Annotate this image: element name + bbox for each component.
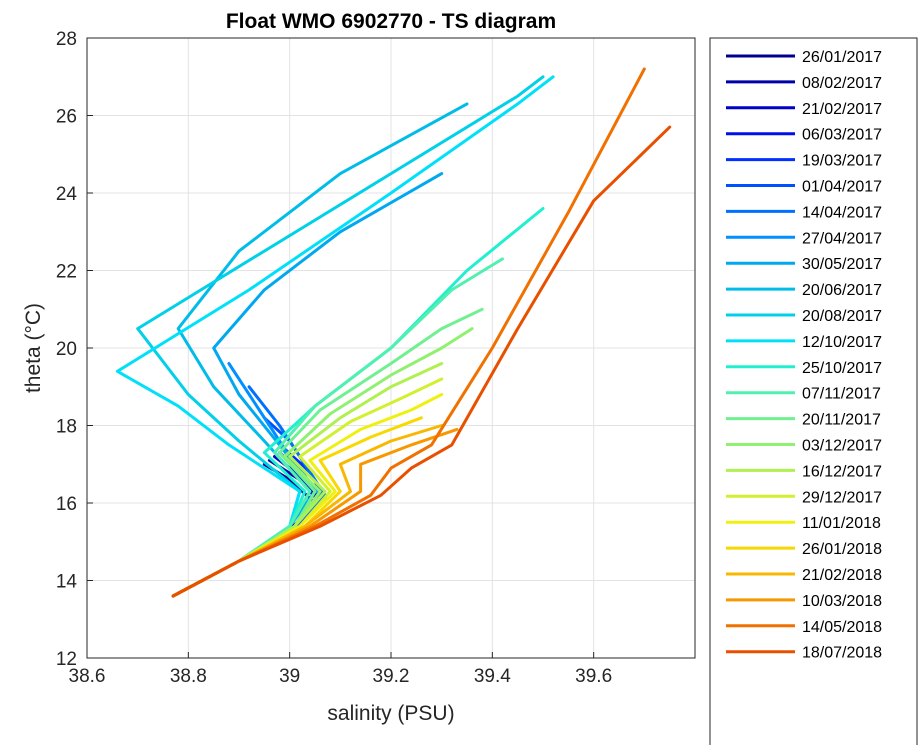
chart-title: Float WMO 6902770 - TS diagram <box>226 10 556 33</box>
legend-entry: 26/01/2017 <box>726 49 882 66</box>
legend-entry: 16/12/2017 <box>726 463 882 480</box>
legend-label: 26/01/2017 <box>802 49 882 66</box>
legend-entry: 30/05/2017 <box>726 256 882 273</box>
legend-entry: 07/11/2017 <box>726 386 881 403</box>
x-tick-label: 39.4 <box>474 666 511 687</box>
legend-entry: 29/12/2017 <box>726 489 882 506</box>
y-tick-label: 16 <box>56 494 77 515</box>
y-tick-label: 22 <box>56 262 77 283</box>
legend-label: 26/01/2018 <box>802 541 882 558</box>
legend-entry: 26/01/2018 <box>726 541 882 558</box>
y-tick-labels: 12 14 16 18 20 22 24 26 28 <box>56 29 78 670</box>
legend-label: 21/02/2018 <box>802 567 882 584</box>
legend-label: 11/01/2018 <box>802 515 881 532</box>
legend-entry: 19/03/2017 <box>726 153 882 170</box>
legend-label: 14/04/2017 <box>802 204 882 221</box>
legend-label: 12/10/2017 <box>802 334 882 351</box>
y-tick-label: 18 <box>56 417 77 438</box>
y-axis-title: theta (°C) <box>22 303 45 393</box>
legend-entry: 10/03/2018 <box>726 593 882 610</box>
legend-label: 20/06/2017 <box>802 282 882 299</box>
legend: 26/01/2017 08/02/2017 21/02/2017 06/03/2017… <box>709 37 918 745</box>
x-tick-label: 39.6 <box>575 666 612 687</box>
x-tick-labels: 38.6 38.8 39 39.2 39.4 39.6 <box>69 666 613 687</box>
y-tick-label: 28 <box>56 29 77 50</box>
legend-label: 19/03/2017 <box>802 153 882 170</box>
x-axis-title: salinity (PSU) <box>327 702 454 725</box>
legend-entry: 06/03/2017 <box>726 127 882 144</box>
x-tick-label: 39.2 <box>373 666 410 687</box>
legend-label: 06/03/2017 <box>802 127 882 144</box>
legend-entry: 20/11/2017 <box>726 412 881 429</box>
legend-label: 08/02/2017 <box>802 75 882 92</box>
legend-entry: 01/04/2017 <box>726 179 882 196</box>
legend-entry: 14/04/2017 <box>726 204 882 221</box>
y-tick-label: 20 <box>56 339 77 360</box>
legend-entry: 18/07/2018 <box>726 645 882 662</box>
legend-label: 03/12/2017 <box>802 438 882 455</box>
legend-label: 20/11/2017 <box>802 412 881 429</box>
legend-entry: 21/02/2018 <box>726 567 882 584</box>
legend-entry: 27/04/2017 <box>726 230 882 247</box>
legend-entry: 20/06/2017 <box>726 282 882 299</box>
legend-label: 20/08/2017 <box>802 308 882 325</box>
legend-entry: 14/05/2018 <box>726 619 882 636</box>
legend-entry: 20/08/2017 <box>726 308 882 325</box>
series-lines <box>115 67 672 598</box>
legend-label: 30/05/2017 <box>802 256 882 273</box>
y-tick-label: 12 <box>56 649 77 670</box>
legend-entry: 21/02/2017 <box>726 101 882 118</box>
legend-label: 29/12/2017 <box>802 489 882 506</box>
y-tick-label: 26 <box>56 107 77 128</box>
legend-entry: 03/12/2017 <box>726 438 882 455</box>
plot-frame <box>86 37 696 659</box>
x-tick-label: 38.6 <box>69 666 106 687</box>
legend-label: 10/03/2018 <box>802 593 882 610</box>
legend-label: 21/02/2017 <box>802 101 882 118</box>
legend-entry: 08/02/2017 <box>726 75 882 92</box>
legend-label: 25/10/2017 <box>802 360 882 377</box>
legend-label: 16/12/2017 <box>802 463 882 480</box>
y-tick-label: 14 <box>56 572 78 593</box>
legend-entry: 25/10/2017 <box>726 360 882 377</box>
legend-label: 07/11/2017 <box>802 386 881 403</box>
legend-label: 18/07/2018 <box>802 645 882 662</box>
x-tick-label: 38.8 <box>170 666 207 687</box>
legend-label: 01/04/2017 <box>802 179 882 196</box>
x-tick-label: 39 <box>279 666 300 687</box>
legend-label: 14/05/2018 <box>802 619 882 636</box>
y-tick-label: 24 <box>56 184 78 205</box>
legend-label: 27/04/2017 <box>802 230 882 247</box>
series-line <box>171 125 672 598</box>
legend-entry: 12/10/2017 <box>726 334 882 351</box>
legend-entry: 11/01/2018 <box>726 515 881 532</box>
